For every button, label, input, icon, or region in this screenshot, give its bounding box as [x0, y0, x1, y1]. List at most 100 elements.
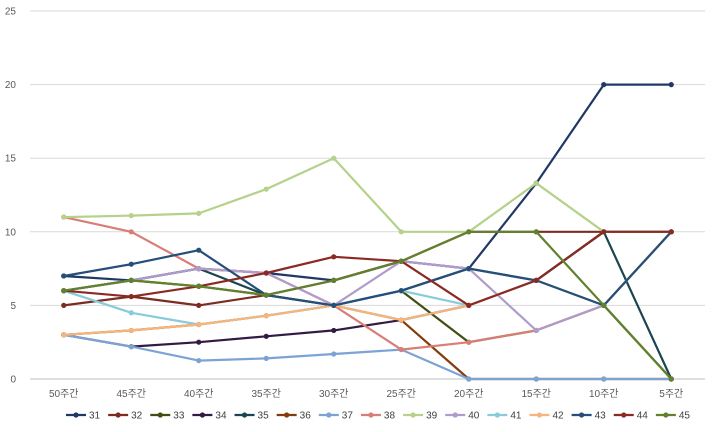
- legend-item: 36: [276, 411, 311, 422]
- legend-label: 41: [510, 411, 522, 422]
- x-tick-label: 30주간: [319, 388, 349, 400]
- data-point: [263, 270, 269, 276]
- y-tick-label: 5: [10, 301, 16, 312]
- data-point: [128, 344, 134, 350]
- x-tick-label: 10주간: [589, 388, 619, 400]
- legend-marker: [241, 412, 248, 418]
- data-point: [61, 273, 67, 279]
- legend-label: 43: [595, 411, 607, 422]
- legend-label: 33: [173, 411, 185, 422]
- data-point: [196, 266, 202, 272]
- data-point: [128, 213, 134, 219]
- data-point: [196, 302, 202, 308]
- legend-item: 42: [529, 411, 564, 422]
- y-tick-label: 20: [5, 80, 17, 91]
- data-point: [668, 376, 674, 382]
- data-point: [601, 82, 607, 88]
- series-line: [62, 230, 673, 307]
- data-point: [533, 277, 539, 283]
- data-point: [466, 302, 472, 308]
- legend-label: 39: [426, 411, 438, 422]
- data-point: [533, 376, 539, 382]
- legend-label: 40: [468, 411, 480, 422]
- x-tick-label: 20주간: [454, 388, 484, 400]
- gridlines: [30, 10, 705, 380]
- data-point: [128, 277, 134, 283]
- legend-item: 31: [66, 411, 101, 422]
- x-axis: 50주간 45주간 40주간 35주간 30주간 25주간 20주간 15주간 10주간 5주간: [49, 388, 683, 400]
- data-point: [128, 310, 134, 316]
- data-point: [128, 327, 134, 334]
- legend-marker: [663, 412, 669, 418]
- data-point: [263, 313, 269, 319]
- data-point: [466, 266, 472, 272]
- legend-marker: [410, 412, 416, 418]
- legend-marker: [579, 412, 585, 418]
- legend-marker: [368, 412, 374, 418]
- legend-marker: [452, 412, 458, 418]
- y-tick-label: 0: [10, 375, 16, 386]
- data-point: [398, 229, 404, 235]
- data-point: [668, 82, 674, 88]
- legend-marker: [73, 412, 79, 418]
- series-line: [62, 230, 673, 332]
- legend-item: 41: [487, 411, 522, 422]
- data-point: [196, 210, 202, 216]
- legend-item: 44: [613, 411, 649, 422]
- data-point: [331, 327, 337, 334]
- data-point: [196, 321, 202, 328]
- series-45: [61, 229, 674, 382]
- data-point: [128, 229, 134, 235]
- data-point: [196, 339, 202, 345]
- data-point: [128, 261, 134, 267]
- data-point: [331, 277, 337, 283]
- y-tick-label: 25: [5, 7, 17, 18]
- data-point: [398, 346, 404, 353]
- legend-item: 37: [318, 411, 354, 422]
- legend-item: 38: [360, 411, 396, 422]
- legend-label: 35: [258, 411, 270, 422]
- data-point: [61, 302, 67, 308]
- data-point: [263, 355, 269, 361]
- data-point: [331, 302, 337, 308]
- data-point: [533, 229, 539, 235]
- series-line: [62, 230, 673, 381]
- legend-item: 32: [108, 411, 143, 422]
- data-point: [331, 351, 337, 357]
- legend-marker: [199, 412, 205, 418]
- legend-label: 34: [215, 411, 227, 422]
- legend-item: 40: [445, 411, 480, 422]
- x-tick-label: 40주간: [184, 388, 214, 400]
- data-point: [601, 376, 607, 382]
- data-point: [466, 339, 472, 345]
- legend-label: 38: [384, 411, 396, 422]
- legend-marker: [621, 412, 627, 418]
- legend-label: 31: [89, 411, 101, 422]
- legend-item: 45: [655, 411, 691, 422]
- x-tick-label: 45주간: [116, 388, 146, 400]
- y-tick-label: 10: [5, 227, 17, 238]
- legend-marker: [536, 412, 543, 418]
- legend-marker: [157, 412, 163, 418]
- data-point: [398, 288, 404, 294]
- legend-marker: [326, 412, 332, 418]
- legend-label: 45: [679, 411, 691, 422]
- legend: 31 32 33 34 35 36 37 38 39 40 41 42 43 44 45: [66, 411, 690, 422]
- series-line: [62, 157, 673, 233]
- x-tick-label: 35주간: [251, 388, 281, 400]
- x-tick-label: 50주간: [49, 388, 79, 400]
- legend-label: 44: [637, 411, 649, 422]
- data-point: [196, 283, 202, 289]
- x-tick-label: 5주간: [659, 388, 683, 400]
- data-point: [601, 302, 607, 308]
- legend-label: 32: [131, 411, 143, 422]
- legend-label: 37: [342, 411, 354, 422]
- data-point: [668, 229, 674, 235]
- legend-marker: [494, 412, 500, 418]
- series-line: [62, 230, 673, 307]
- data-point: [196, 358, 202, 364]
- data-point: [263, 292, 269, 298]
- x-tick-label: 25주간: [386, 388, 416, 400]
- data-point: [61, 214, 67, 220]
